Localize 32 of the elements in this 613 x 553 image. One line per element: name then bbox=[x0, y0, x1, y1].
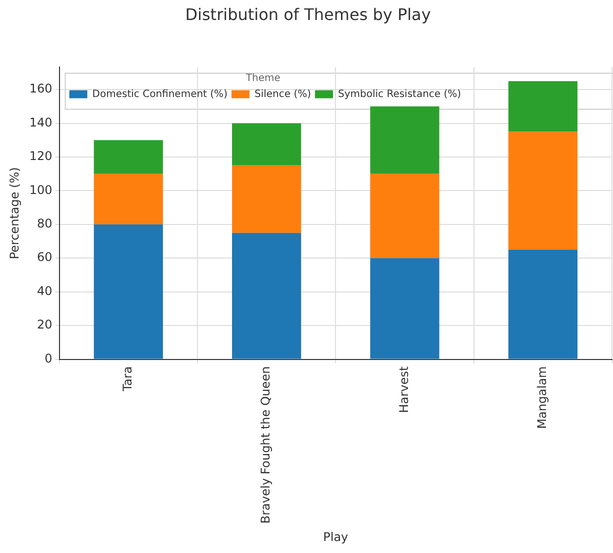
bar bbox=[232, 123, 302, 166]
y-tick-label: 80 bbox=[37, 216, 52, 231]
x-axis-title: Play bbox=[323, 530, 348, 544]
legend-label: Domestic Confinement (%) bbox=[92, 88, 228, 100]
bar bbox=[94, 140, 163, 174]
x-tick-label: Tara bbox=[120, 366, 135, 392]
y-tick-label: 100 bbox=[29, 182, 52, 197]
bar bbox=[508, 132, 578, 250]
bar bbox=[232, 165, 302, 233]
y-tick-label: 120 bbox=[29, 149, 52, 164]
bar bbox=[94, 174, 163, 224]
bar bbox=[370, 106, 440, 174]
bar bbox=[508, 81, 578, 132]
bar bbox=[508, 250, 578, 359]
y-tick-label: 0 bbox=[44, 351, 52, 366]
legend-title: Theme bbox=[244, 72, 280, 84]
y-tick-label: 60 bbox=[37, 250, 52, 264]
y-axis-title: Percentage (%) bbox=[7, 167, 22, 260]
y-tick-label: 20 bbox=[37, 318, 52, 332]
bar bbox=[370, 174, 440, 258]
bar bbox=[232, 232, 302, 359]
legend-label: Symbolic Resistance (%) bbox=[338, 88, 462, 100]
bar bbox=[94, 224, 163, 359]
y-tick-label: 140 bbox=[29, 115, 52, 130]
y-tick-label: 160 bbox=[29, 82, 52, 96]
legend-label: Silence (%) bbox=[254, 88, 312, 100]
x-tick-label: Bravely Fought the Queen bbox=[258, 366, 273, 524]
bar bbox=[370, 258, 440, 359]
x-tick-label: Mangalam bbox=[535, 366, 550, 429]
y-tick-label: 40 bbox=[37, 284, 52, 298]
x-tick-label: Harvest bbox=[396, 366, 411, 414]
chart-title: Distribution of Themes by Play bbox=[185, 4, 431, 24]
